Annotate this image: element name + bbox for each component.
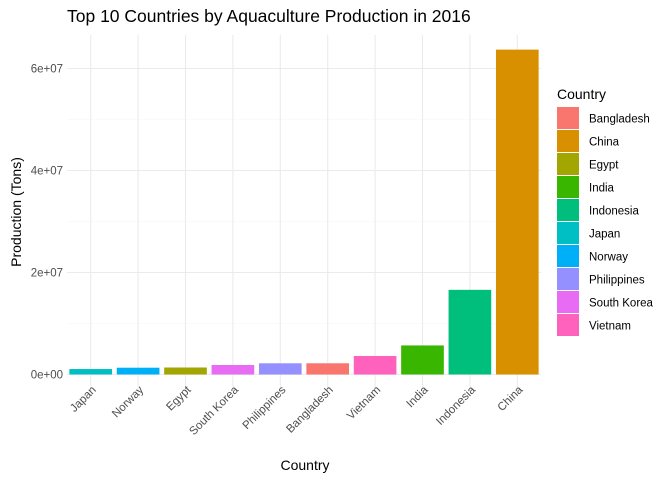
legend-label: Vietnam (589, 321, 631, 333)
bar-japan (69, 369, 113, 375)
legend-key (557, 314, 579, 336)
legend-label: Philippines (589, 275, 645, 287)
x-tick-label: Philippines (241, 384, 289, 432)
bar-vietnam (353, 355, 397, 375)
legend-label: Bangladesh (589, 114, 650, 126)
bar-south-korea (211, 365, 255, 375)
legend-key (557, 222, 579, 244)
legend-key (557, 130, 579, 152)
bar-indonesia (448, 289, 492, 375)
y-axis-title: Production (Tons) (8, 157, 24, 267)
bars (69, 49, 539, 375)
chart-title: Top 10 Countries by Aquaculture Producti… (67, 6, 471, 26)
x-axis-title: Country (280, 457, 329, 473)
y-tick-label: 4e+07 (31, 166, 63, 178)
legend-key (557, 176, 579, 198)
legend-label: China (589, 137, 620, 149)
x-tick-label: India (405, 384, 432, 411)
legend: Country Bangladesh China Egypt India Indones… (557, 86, 654, 336)
x-tick-label: Vietnam (345, 384, 383, 422)
legend-key (557, 268, 579, 290)
legend-label: South Korea (589, 298, 654, 310)
legend-key (557, 107, 579, 129)
y-tick-label: 2e+07 (31, 268, 63, 280)
y-tick-label: 6e+07 (31, 64, 63, 76)
legend-title: Country (557, 86, 606, 102)
legend-label: India (589, 183, 615, 195)
legend-key (557, 291, 579, 313)
legend-label: Norway (589, 252, 628, 264)
legend-key (557, 245, 579, 267)
legend-label: Indonesia (589, 206, 639, 218)
x-tick-label: South Korea (187, 384, 241, 438)
x-tick-label: China (496, 384, 526, 414)
x-tick-label: Bangladesh (284, 384, 335, 435)
bar-india (401, 345, 444, 375)
x-tick-label: Egypt (164, 384, 194, 414)
legend-label: Japan (589, 229, 620, 241)
legend-label: Egypt (589, 160, 619, 172)
bar-bangladesh (306, 363, 350, 375)
y-tick-label: 0e+00 (31, 370, 63, 382)
x-tick-label: Norway (110, 384, 146, 420)
legend-key (557, 199, 579, 221)
x-tick-label: Indonesia (434, 384, 478, 428)
bar-egypt (164, 367, 207, 375)
bar-norway (116, 367, 160, 375)
legend-key (557, 153, 579, 175)
bar-philippines (258, 363, 302, 375)
y-axis: 0e+00 2e+07 4e+07 6e+07 (31, 64, 63, 382)
bar-china (495, 49, 539, 375)
x-tick-label: Japan (68, 384, 99, 415)
